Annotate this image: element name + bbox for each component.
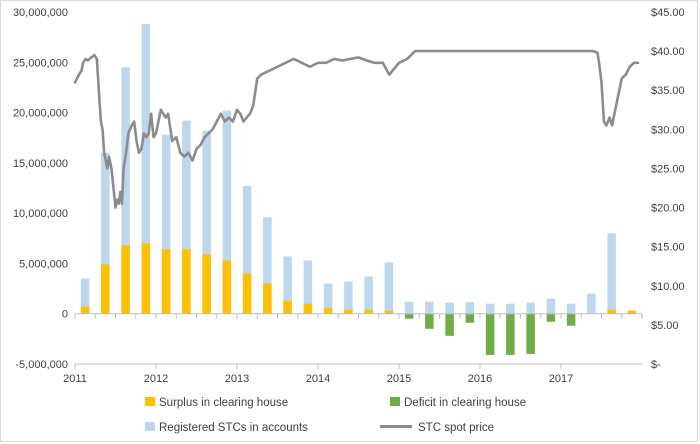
bar-surplus-in-clearing-house-27 <box>627 310 637 314</box>
bar-deficit-in-clearing-house-19 <box>465 313 475 323</box>
series-line-stc-spot-price <box>73 49 640 209</box>
y-left-tick-label-1: 0 <box>62 309 68 321</box>
y-right-tick-label-6: $30.00 <box>651 124 685 136</box>
bar-registered-stcs-in-accounts-1 <box>101 152 110 314</box>
line-layer <box>73 49 640 209</box>
bar-registered-stcs-in-accounts-10 <box>283 256 292 314</box>
bar-surplus-in-clearing-house-26 <box>607 309 616 314</box>
bar-deficit-in-clearing-house-17 <box>425 313 434 329</box>
bar-registered-stcs-in-accounts-2 <box>121 67 130 314</box>
bar-deficit-in-clearing-house-21 <box>506 313 515 355</box>
x-tick-label-2014: 2014 <box>306 373 330 385</box>
legend-label-deficit-in-clearing-house: Deficit in clearing house <box>404 397 526 409</box>
bar-deficit-in-clearing-house-22 <box>526 313 535 354</box>
bar-surplus-in-clearing-house-6 <box>202 254 211 314</box>
legend: Surplus in clearing house Deficit in clea… <box>145 397 526 434</box>
bar-surplus-in-clearing-house-8 <box>242 273 252 314</box>
y-left-tick-label-6: 25,000,000 <box>13 57 68 69</box>
y-right-tick-label-1: $5.00 <box>651 320 679 332</box>
bar-registered-stcs-in-accounts-7 <box>222 110 232 314</box>
bar-registered-stcs-in-accounts-15 <box>384 262 394 314</box>
bar-surplus-in-clearing-house-5 <box>182 249 191 314</box>
axis-layer: 2011 2012 2013 2014 2015 2016 2017 -5,000,000 0 5… <box>13 7 685 385</box>
x-tick-label-2013: 2013 <box>225 373 249 385</box>
bar-surplus-in-clearing-house-0 <box>80 306 90 314</box>
bar-surplus-in-clearing-house-7 <box>222 260 232 314</box>
bar-registered-stcs-in-accounts-3 <box>141 24 151 314</box>
bar-registered-stcs-in-accounts-9 <box>263 217 272 314</box>
bar-deficit-in-clearing-house-16 <box>404 313 414 319</box>
bar-registered-stcs-in-accounts-13 <box>344 281 353 314</box>
y-right-tick-label-9: $45.00 <box>651 7 685 19</box>
x-tick-label-2017: 2017 <box>549 373 573 385</box>
bar-registered-stcs-in-accounts-24 <box>566 303 576 314</box>
y-right-tick-label-0: $- <box>651 359 661 371</box>
bar-registered-stcs-in-accounts-18 <box>445 302 454 314</box>
bar-registered-stcs-in-accounts-0 <box>80 278 90 314</box>
bar-registered-stcs-in-accounts-6 <box>202 130 211 314</box>
legend-swatch-registered-stcs-in-accounts <box>145 422 155 431</box>
bar-registered-stcs-in-accounts-20 <box>485 303 495 314</box>
bar-registered-stcs-in-accounts-26 <box>607 233 616 314</box>
bar-surplus-in-clearing-house-2 <box>121 245 130 314</box>
y-right-tick-label-3: $15.00 <box>651 242 685 254</box>
bar-registered-stcs-in-accounts-19 <box>465 302 475 314</box>
bar-surplus-in-clearing-house-1 <box>101 264 110 314</box>
legend-swatch-surplus-in-clearing-house <box>145 397 155 406</box>
bar-registered-stcs-in-accounts-12 <box>323 283 333 314</box>
y-right-tick-label-4: $20.00 <box>651 203 685 215</box>
x-tick-label-2015: 2015 <box>387 373 411 385</box>
bar-registered-stcs-in-accounts-8 <box>242 185 252 314</box>
bar-surplus-in-clearing-house-11 <box>303 303 313 314</box>
bar-registered-stcs-in-accounts-23 <box>546 298 556 314</box>
bar-surplus-in-clearing-house-4 <box>161 249 171 314</box>
bar-surplus-in-clearing-house-15 <box>384 310 394 314</box>
bar-registered-stcs-in-accounts-5 <box>182 120 191 314</box>
y-left-tick-label-2: 5,000,000 <box>19 258 68 270</box>
x-tick-label-2016: 2016 <box>468 373 492 385</box>
bar-registered-stcs-in-accounts-14 <box>364 276 373 314</box>
bar-surplus-in-clearing-house-12 <box>323 307 333 314</box>
y-left-tick-label-7: 30,000,000 <box>13 7 68 19</box>
y-right-tick-label-2: $10.00 <box>651 281 685 293</box>
y-left-tick-label-5: 20,000,000 <box>13 108 68 120</box>
legend-label-surplus-in-clearing-house: Surplus in clearing house <box>159 397 288 409</box>
bar-registered-stcs-in-accounts-25 <box>587 293 596 314</box>
legend-label-registered-stcs-in-accounts: Registered STCs in accounts <box>159 422 308 434</box>
y-left-tick-label-3: 10,000,000 <box>13 208 68 220</box>
bar-surplus-in-clearing-house-13 <box>344 309 353 314</box>
bar-surplus-in-clearing-house-9 <box>263 283 272 314</box>
x-tick-label-2011: 2011 <box>63 373 87 385</box>
bar-deficit-in-clearing-house-24 <box>566 313 576 326</box>
bar-surplus-in-clearing-house-10 <box>283 300 292 314</box>
y-right-tick-label-8: $40.00 <box>651 46 685 58</box>
bar-surplus-in-clearing-house-3 <box>141 243 151 314</box>
legend-swatch-deficit-in-clearing-house <box>390 397 400 406</box>
bar-deficit-in-clearing-house-20 <box>485 313 495 355</box>
bar-deficit-in-clearing-house-23 <box>546 313 556 322</box>
bar-registered-stcs-in-accounts-17 <box>425 301 434 314</box>
bar-registered-stcs-in-accounts-4 <box>161 134 171 314</box>
y-right-tick-label-7: $35.00 <box>651 85 685 97</box>
x-tick-label-2012: 2012 <box>144 373 168 385</box>
bar-deficit-in-clearing-house-18 <box>445 313 454 336</box>
bar-registered-stcs-in-accounts-22 <box>526 302 535 314</box>
legend-label-stc-spot-price: STC spot price <box>418 422 494 434</box>
y-left-tick-label-4: 15,000,000 <box>13 158 68 170</box>
bar-registered-stcs-in-accounts-11 <box>303 260 313 314</box>
bar-surplus-in-clearing-house-14 <box>364 309 373 314</box>
y-right-tick-label-5: $25.00 <box>651 163 685 175</box>
bar-layer <box>80 24 637 355</box>
bar-registered-stcs-in-accounts-16 <box>404 301 414 314</box>
y-left-tick-label-0: -5,000,000 <box>15 359 68 371</box>
bar-registered-stcs-in-accounts-21 <box>506 303 515 314</box>
